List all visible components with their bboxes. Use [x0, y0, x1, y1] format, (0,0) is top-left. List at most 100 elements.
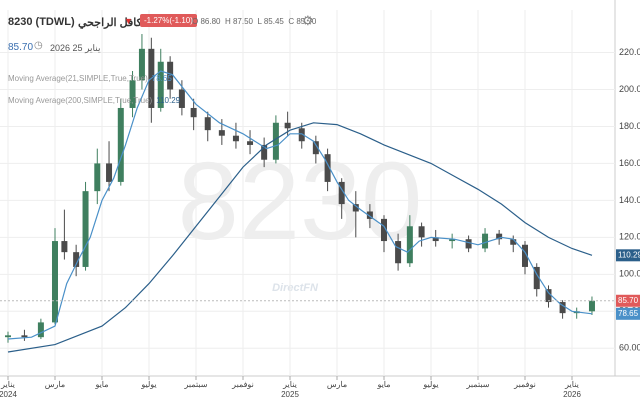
candle-body	[218, 130, 225, 136]
x-tick-sublabel: 2025	[281, 390, 299, 399]
change-badge: -1.27%(-1.10)	[140, 14, 197, 27]
candle-body	[418, 226, 425, 238]
company-name: تكافل الراجحي	[78, 17, 146, 29]
x-tick-label: مارس	[327, 380, 347, 389]
candle-body	[190, 107, 197, 118]
watermark: 8230	[178, 140, 423, 263]
x-tick-label: سبتمبر	[466, 380, 490, 389]
candle-body	[61, 241, 68, 253]
candle-body	[94, 163, 101, 192]
candle-body	[521, 244, 528, 267]
y-tick-label: 140.00	[619, 195, 640, 205]
low: 85.45	[263, 17, 284, 26]
candle-body	[449, 239, 456, 242]
x-tick-label: يوليو	[140, 380, 156, 389]
last-value-badge	[616, 307, 640, 320]
x-tick-sublabel: 2024	[0, 390, 17, 399]
candle-body	[324, 154, 331, 182]
legend-value: 110.29	[156, 96, 181, 105]
close: 85.70	[296, 17, 317, 26]
x-tick-label: يناير	[564, 380, 579, 389]
last-value-badge	[616, 249, 640, 262]
y-tick-label: 100.00	[619, 269, 640, 279]
candle-body	[21, 335, 28, 338]
x-tick-label: نوفمبر	[513, 380, 536, 389]
candle-body	[204, 117, 211, 131]
settings-icon[interactable]: ⚙	[302, 13, 314, 28]
y-tick-label: 200.00	[619, 84, 640, 94]
open: 86.80	[200, 17, 221, 26]
last-value-text: 78.65	[618, 309, 639, 318]
high: 87.50	[232, 17, 253, 26]
candle-body	[4, 335, 11, 338]
moving-average-line	[7, 70, 593, 340]
down-arrow: ▼	[124, 16, 133, 26]
y-tick-label: 160.00	[619, 158, 640, 168]
x-tick-label: مارس	[45, 380, 65, 389]
date: يناير 25 2026	[50, 43, 101, 53]
candle-body	[261, 144, 268, 160]
candle-body	[106, 163, 113, 182]
candle-body	[117, 107, 124, 182]
candle-body	[432, 237, 439, 242]
candle-body	[510, 239, 517, 245]
y-tick-label: 220.00	[619, 47, 640, 57]
candle-body	[406, 226, 413, 264]
x-tick-label: نوفمبر	[231, 380, 254, 389]
y-tick-label: 60.00	[619, 343, 640, 353]
last-price-badge	[616, 294, 640, 307]
x-tick-label: يناير	[282, 380, 297, 389]
clock-icon: ◷	[34, 40, 43, 51]
candle-body	[272, 122, 279, 160]
x-tick-label: يوليو	[422, 380, 438, 389]
legend-name: Moving Average(200,SIMPLE,True,True)	[8, 96, 153, 105]
candle-body	[545, 289, 552, 303]
candle-body	[380, 218, 387, 242]
legend-value: 78.65	[151, 74, 172, 83]
candle-body	[482, 233, 489, 249]
symbol: 8230 (TDWL)	[8, 16, 75, 28]
marks: 60.0080.00100.00120.00140.00160.00180.00…	[0, 10, 640, 399]
candle-body	[247, 141, 254, 145]
candle-body	[167, 61, 174, 90]
candle-body	[129, 80, 136, 108]
last-price-text: 85.70	[618, 296, 639, 305]
o-label: O	[192, 17, 199, 26]
candle-body	[312, 141, 319, 155]
legend-entry[interactable]: Moving Average(21,SIMPLE,True,True) 78.65	[8, 74, 172, 83]
candle-body	[157, 61, 164, 108]
candle-body	[588, 300, 595, 312]
candle-body	[37, 322, 44, 338]
candle-body	[465, 239, 472, 249]
x-tick-label: سبتمبر	[183, 380, 207, 389]
ohlc: O 86.80 H 87.50 L 85.45 C 85.70	[192, 17, 316, 26]
candle-body	[395, 241, 402, 264]
candle-body	[178, 89, 185, 108]
candle-body	[338, 181, 345, 205]
legend-entry[interactable]: Moving Average(200,SIMPLE,True,True) 110.…	[8, 96, 180, 105]
last-price: 85.70	[8, 42, 34, 53]
moving-average-line	[7, 122, 593, 353]
candle-body	[298, 128, 305, 142]
x-tick-label: مايو	[94, 380, 108, 389]
candle-body	[284, 122, 291, 129]
candle-body	[138, 48, 145, 81]
h-label: H	[224, 17, 231, 26]
x-tick-label: مايو	[376, 380, 390, 389]
candle-body	[559, 302, 566, 314]
x-tick-sublabel: 2026	[563, 390, 581, 399]
last-value-text: 110.29	[618, 250, 640, 259]
y-tick-label: 180.00	[619, 121, 640, 131]
candle-body	[73, 252, 80, 267]
candle-body	[496, 233, 503, 240]
candle-body	[51, 241, 58, 323]
c-label: C	[288, 17, 295, 26]
x-tick-label: يناير	[0, 380, 15, 389]
brand-watermark: DirectFN	[272, 282, 319, 294]
y-tick-label: 120.00	[619, 232, 640, 242]
candle-body	[352, 204, 359, 212]
l-label: L	[257, 17, 262, 26]
candle-body	[533, 266, 540, 290]
candle-body	[82, 191, 89, 267]
